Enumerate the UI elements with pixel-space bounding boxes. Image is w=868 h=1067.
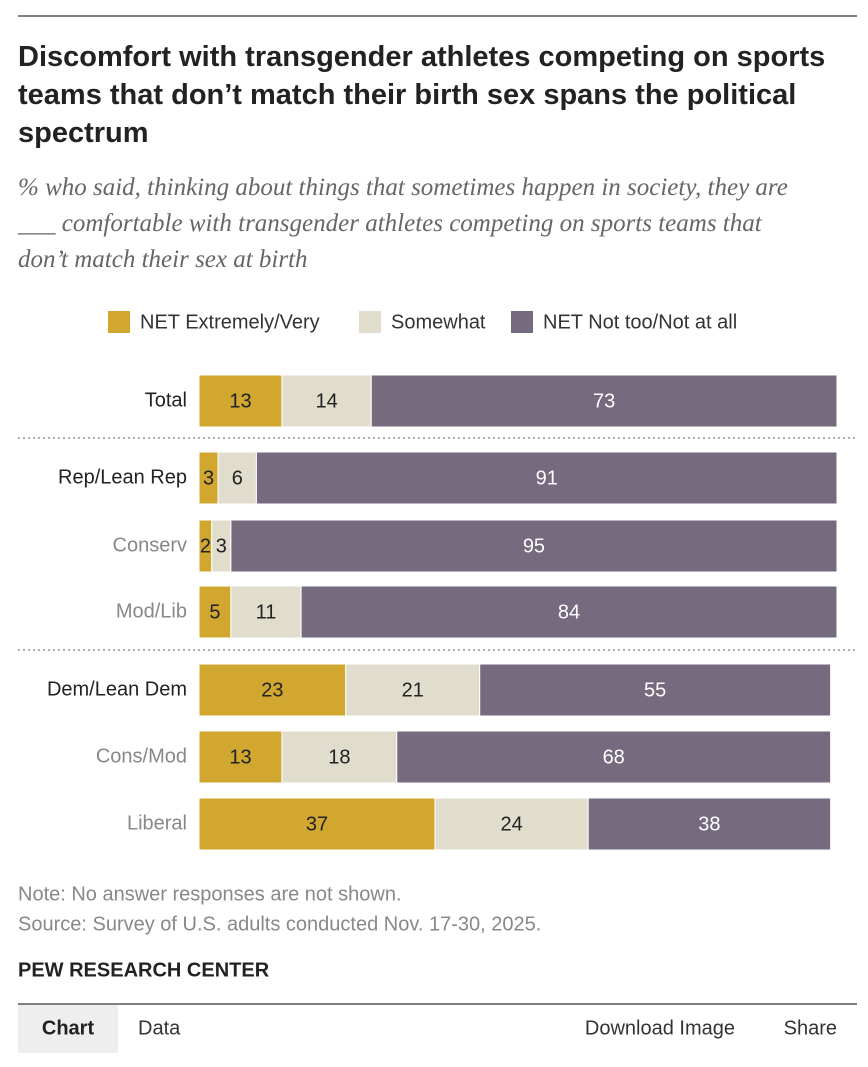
- tab-active-bg: [18, 1005, 118, 1053]
- tab[interactable]: Chart: [42, 1017, 95, 1039]
- bar-segment: [230, 519, 838, 573]
- value-label: 55: [644, 679, 666, 701]
- value-label: 11: [256, 601, 277, 623]
- value-label: 68: [603, 746, 625, 768]
- value-label: 3: [203, 467, 214, 489]
- bar-segment: [255, 451, 838, 505]
- value-label: 13: [229, 390, 251, 412]
- legend-swatch: [511, 311, 533, 333]
- value-label: 38: [698, 813, 720, 835]
- value-label: 6: [232, 467, 243, 489]
- category-label: Conserv: [113, 534, 187, 556]
- value-label: 37: [306, 813, 328, 835]
- value-label: 24: [500, 813, 522, 835]
- legend-label: NET Not too/Not at all: [543, 311, 737, 333]
- bar-segment: [345, 663, 481, 717]
- value-label: 18: [328, 746, 350, 768]
- chart-title: Discomfort with transgender athletes com…: [18, 41, 826, 149]
- bar-segment: [300, 585, 838, 639]
- bar-segment: [230, 585, 302, 639]
- value-label: 14: [315, 390, 337, 412]
- legend-swatch: [108, 311, 130, 333]
- value-label: 21: [402, 679, 424, 701]
- value-label: 13: [229, 746, 251, 768]
- category-label: Liberal: [127, 812, 187, 834]
- value-label: 95: [523, 535, 545, 557]
- category-label: Dem/Lean Dem: [47, 678, 187, 700]
- legend-label: NET Extremely/Very: [140, 311, 320, 333]
- value-label: 84: [558, 601, 580, 623]
- tab[interactable]: Download Image: [585, 1017, 735, 1039]
- bar-segment: [396, 730, 832, 784]
- value-label: 3: [216, 535, 227, 557]
- brand: PEW RESEARCH CENTER: [18, 959, 270, 981]
- value-label: 91: [536, 467, 558, 489]
- bar-segment: [281, 374, 372, 428]
- note: Note: No answer responses are not shown.: [18, 883, 402, 905]
- bar-segment: [217, 451, 257, 505]
- value-label: 2: [200, 535, 211, 557]
- legend-label: Somewhat: [391, 311, 486, 333]
- source: Source: Survey of U.S. adults conducted …: [18, 913, 541, 935]
- bar-segment: [587, 797, 832, 851]
- value-label: 23: [261, 679, 283, 701]
- category-label: Rep/Lean Rep: [58, 466, 187, 488]
- value-label: 73: [593, 390, 615, 412]
- value-label: 5: [209, 601, 220, 623]
- bar-segment: [434, 797, 589, 851]
- chart-subtitle: % who said, thinking about things that s…: [18, 174, 788, 273]
- bar-segment: [198, 374, 283, 428]
- bar-segment: [198, 585, 232, 639]
- tab[interactable]: Data: [138, 1017, 181, 1039]
- tab[interactable]: Share: [784, 1017, 837, 1039]
- category-label: Cons/Mod: [96, 745, 187, 767]
- category-label: Mod/Lib: [116, 600, 187, 622]
- legend-swatch: [359, 311, 381, 333]
- bar-segment: [370, 374, 838, 428]
- category-label: Total: [145, 389, 187, 411]
- bar-segment: [479, 663, 832, 717]
